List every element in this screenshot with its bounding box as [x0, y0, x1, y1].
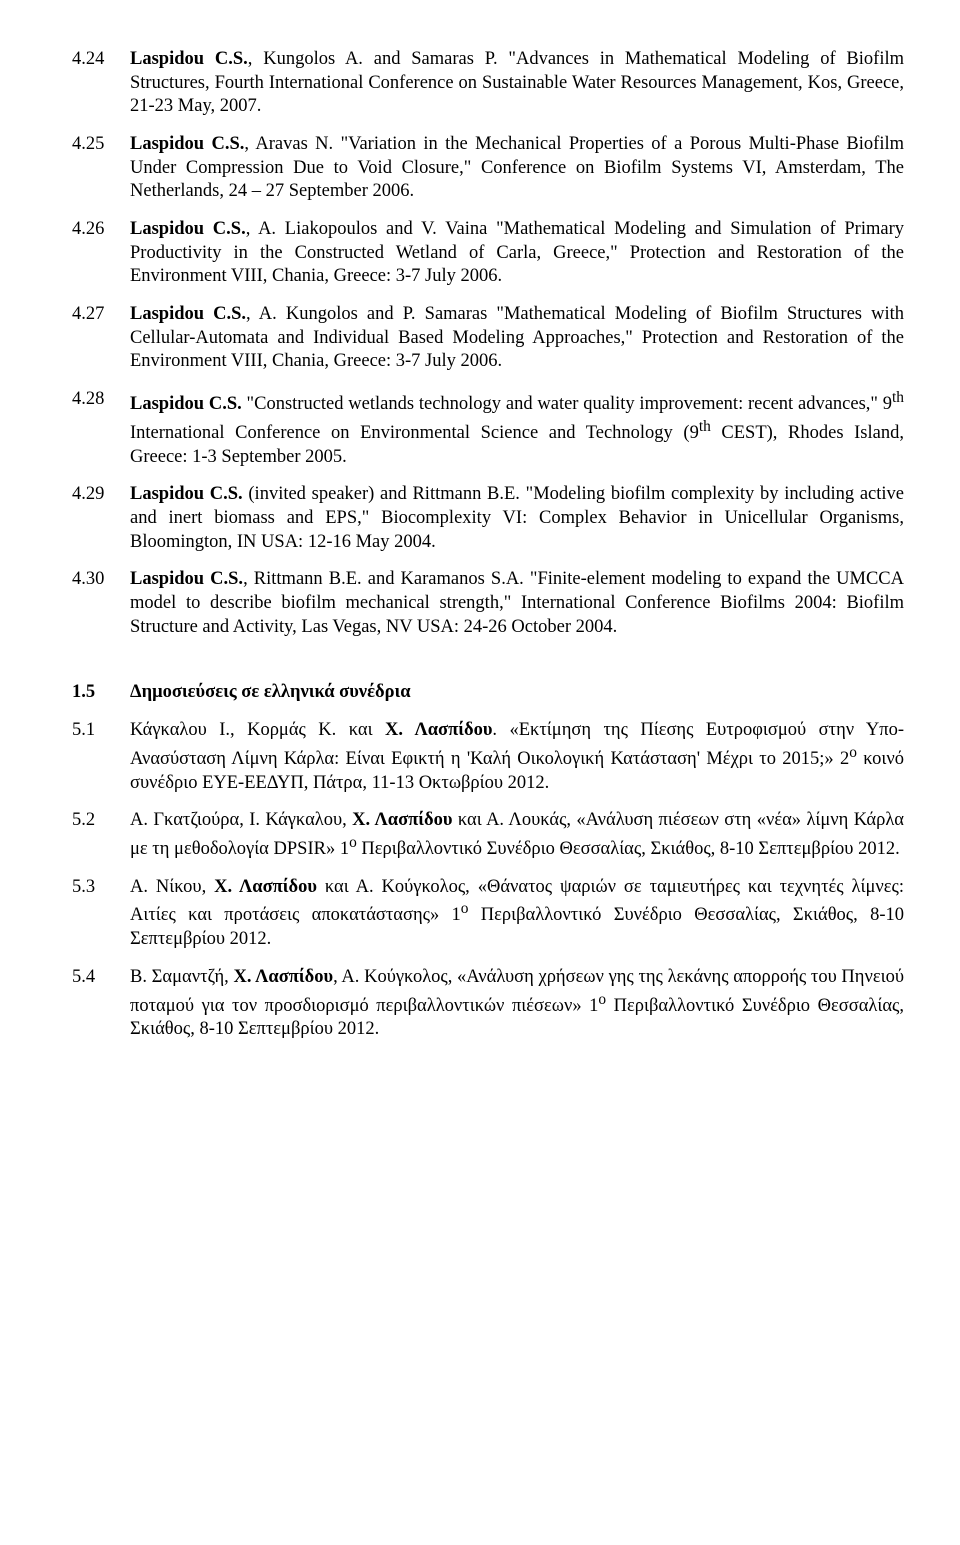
- entry-number: 5.2: [72, 809, 130, 833]
- author-bold: Χ. Λασπίδου: [385, 720, 492, 740]
- section-spacer: [72, 653, 904, 681]
- publication-entry: 5.4Β. Σαμαντζή, Χ. Λασπίδου, Α. Κούγκολο…: [72, 966, 904, 1042]
- entry-number: 4.28: [72, 388, 130, 412]
- entry-body: Laspidou C.S., Aravas N. "Variation in t…: [130, 133, 904, 204]
- entry-number: 4.30: [72, 568, 130, 592]
- author-bold: Laspidou C.S.: [130, 134, 244, 154]
- entry-body: Laspidou C.S., Rittmann B.E. and Karaman…: [130, 568, 904, 639]
- entry-number: 5.3: [72, 876, 130, 900]
- section-number: 1.5: [72, 681, 130, 705]
- entry-body: Laspidou C.S. "Constructed wetlands tech…: [130, 388, 904, 469]
- entry-text: Περιβαλλοντικό Συνέδριο Θεσσαλίας, Σκιάθ…: [357, 839, 900, 859]
- author-bold: Χ. Λασπίδου: [352, 810, 452, 830]
- publication-entry: 4.28Laspidou C.S. "Constructed wetlands …: [72, 388, 904, 469]
- entry-number: 4.26: [72, 218, 130, 242]
- entry-text: , Aravas N. "Variation in the Mechanical…: [130, 134, 904, 201]
- entry-number: 5.1: [72, 719, 130, 743]
- entry-body: Laspidou C.S. (invited speaker) and Ritt…: [130, 483, 904, 554]
- entry-text: , A. Liakopoulos and V. Vaina "Mathemati…: [130, 219, 904, 286]
- author-bold: Laspidou C.S.: [130, 219, 246, 239]
- entry-text: Β. Σαμαντζή,: [130, 967, 233, 987]
- entry-number: 4.24: [72, 48, 130, 72]
- author-bold: Laspidou C.S.: [130, 569, 243, 589]
- entry-text: "Constructed wetlands technology and wat…: [242, 394, 892, 414]
- entry-body: Κάγκαλου Ι., Κορμάς Κ. και Χ. Λασπίδου. …: [130, 719, 904, 795]
- entry-body: Laspidou C.S., A. Liakopoulos and V. Vai…: [130, 218, 904, 289]
- publication-list: 4.24Laspidou C.S., Kungolos A. and Samar…: [72, 48, 904, 639]
- superscript: ο: [849, 744, 857, 761]
- publication-entry: 4.26Laspidou C.S., A. Liakopoulos and V.…: [72, 218, 904, 289]
- superscript: ο: [349, 834, 357, 851]
- author-bold: Χ. Λασπίδου: [214, 877, 317, 897]
- author-bold: Laspidou C.S.: [130, 484, 243, 504]
- entry-body: Β. Σαμαντζή, Χ. Λασπίδου, Α. Κούγκολος, …: [130, 966, 904, 1042]
- entry-text: , Rittmann B.E. and Karamanos S.A. "Fini…: [130, 569, 904, 636]
- author-bold: Χ. Λασπίδου: [233, 967, 333, 987]
- entry-number: 5.4: [72, 966, 130, 990]
- entry-number: 4.25: [72, 133, 130, 157]
- publication-entry: 4.29Laspidou C.S. (invited speaker) and …: [72, 483, 904, 554]
- publication-entry: 4.24Laspidou C.S., Kungolos A. and Samar…: [72, 48, 904, 119]
- publication-entry: 4.25Laspidou C.S., Aravas N. "Variation …: [72, 133, 904, 204]
- superscript: th: [699, 418, 711, 435]
- entry-number: 4.27: [72, 303, 130, 327]
- entry-text: (invited speaker) and Rittmann B.E. "Mod…: [130, 484, 904, 551]
- greek-publication-list: 5.1Κάγκαλου Ι., Κορμάς Κ. και Χ. Λασπίδο…: [72, 719, 904, 1042]
- publication-entry: 4.27Laspidou C.S., A. Kungolos and P. Sa…: [72, 303, 904, 374]
- author-bold: Laspidou C.S.: [130, 49, 248, 69]
- entry-text: Α. Νίκου,: [130, 877, 214, 897]
- entry-text: , A. Kungolos and P. Samaras "Mathematic…: [130, 304, 904, 371]
- entry-body: Laspidou C.S., A. Kungolos and P. Samara…: [130, 303, 904, 374]
- entry-text: Α. Γκατζιούρα, Ι. Κάγκαλου,: [130, 810, 352, 830]
- publication-entry: 5.3Α. Νίκου, Χ. Λασπίδου και Α. Κούγκολο…: [72, 876, 904, 952]
- superscript: ο: [598, 991, 606, 1008]
- section-heading: 1.5 Δημοσιεύσεις σε ελληνικά συνέδρια: [72, 681, 904, 705]
- entry-text: International Conference on Environmenta…: [130, 423, 699, 443]
- publication-entry: 4.30Laspidou C.S., Rittmann B.E. and Kar…: [72, 568, 904, 639]
- entry-body: Laspidou C.S., Kungolos A. and Samaras P…: [130, 48, 904, 119]
- entry-body: Α. Νίκου, Χ. Λασπίδου και Α. Κούγκολος, …: [130, 876, 904, 952]
- entry-text: Κάγκαλου Ι., Κορμάς Κ. και: [130, 720, 385, 740]
- publication-entry: 5.1Κάγκαλου Ι., Κορμάς Κ. και Χ. Λασπίδο…: [72, 719, 904, 795]
- author-bold: Laspidou C.S.: [130, 394, 242, 414]
- section-title: Δημοσιεύσεις σε ελληνικά συνέδρια: [130, 681, 904, 705]
- author-bold: Laspidou C.S.: [130, 304, 246, 324]
- entry-number: 4.29: [72, 483, 130, 507]
- entry-body: Α. Γκατζιούρα, Ι. Κάγκαλου, Χ. Λασπίδου …: [130, 809, 904, 862]
- superscript: th: [892, 389, 904, 406]
- publication-entry: 5.2Α. Γκατζιούρα, Ι. Κάγκαλου, Χ. Λασπίδ…: [72, 809, 904, 862]
